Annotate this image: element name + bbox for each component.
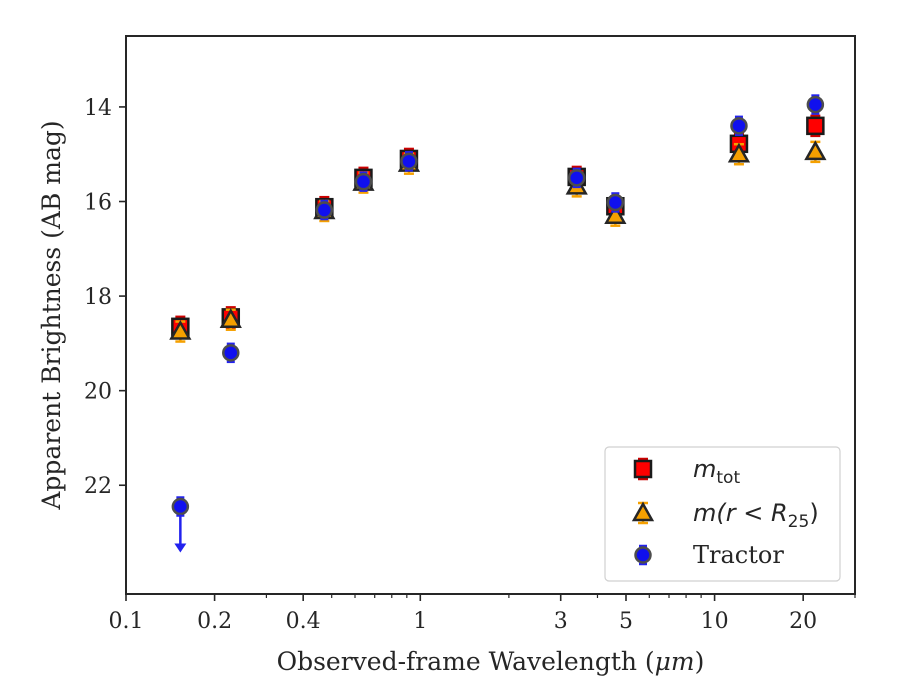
x-tick-label: 10 [701,609,729,634]
data-point-s1-1 [219,308,242,331]
data-point-s2-0 [171,496,190,553]
y-tick-label: 16 [84,191,112,216]
data-point-s1-7 [727,142,751,166]
data-point-s2-2 [315,199,334,221]
legend-label-2: Tractor [693,541,784,569]
data-point-s2-5 [567,167,586,189]
data-point-s2-3 [354,171,373,192]
legend-label-1: m(r < R25) [693,499,819,532]
x-tick-label: 1 [413,609,427,634]
data-point-s0-8 [806,114,825,138]
data-point-s1-8 [804,140,827,164]
legend: mtot m(r < R25) Tractor [604,446,841,582]
y-axis-label: Apparent Brightness (AB mag) [37,120,66,510]
data-point-s2-4 [400,151,418,172]
plot-frame [125,35,856,595]
y-tick-label: 22 [84,474,112,499]
x-tick-label: 5 [619,609,633,634]
x-axis-label: Observed-frame Wavelength (μm) [277,647,705,676]
y-tick-label: 14 [84,96,112,121]
data-point-s1-0 [169,320,192,343]
x-tick-label: 0.2 [197,609,232,634]
legend-marker-0 [633,457,653,481]
y-tick-label: 18 [84,285,112,310]
x-tick-label: 3 [554,609,568,634]
data-point-s2-8 [806,94,825,115]
legend-marker-1 [631,501,655,525]
data-point-s2-6 [606,192,625,213]
data-point-s2-1 [222,342,240,364]
data-point-s2-7 [730,115,748,137]
legend-marker-2 [634,544,652,566]
x-tick-label: 0.4 [286,609,321,634]
y-tick-label: 20 [84,380,112,405]
legend-box [604,446,841,582]
x-tick-label: 0.1 [109,609,144,634]
legend-label-0: mtot [693,455,740,488]
x-tick-label: 20 [789,609,817,634]
